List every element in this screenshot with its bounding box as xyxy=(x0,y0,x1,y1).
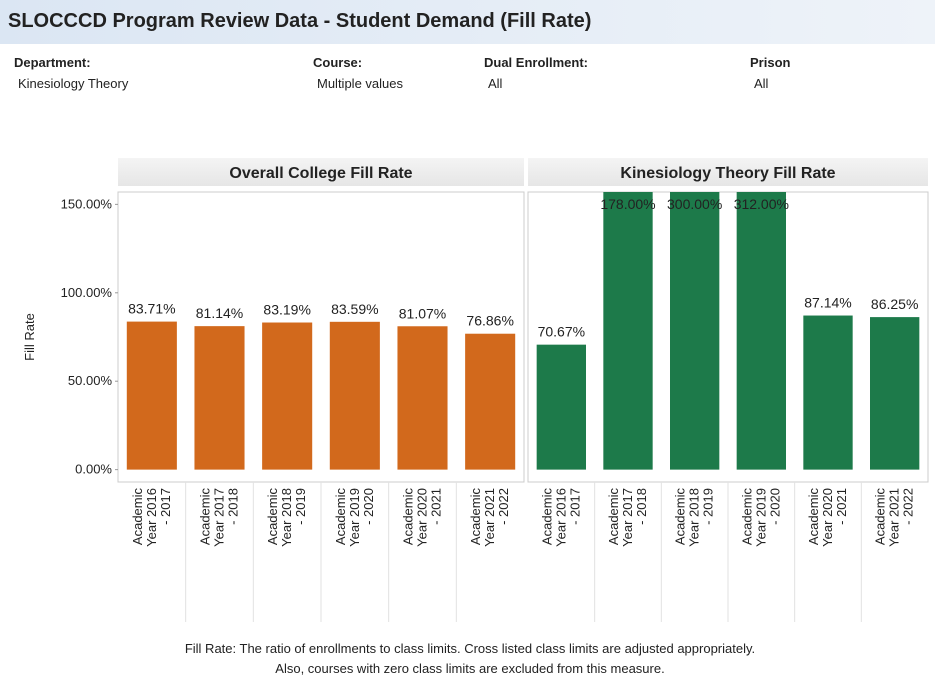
filter-value: All xyxy=(488,76,503,91)
chart-title: Kinesiology Theory Fill Rate xyxy=(620,165,835,182)
y-tick-label: 0.00% xyxy=(75,462,112,477)
bar xyxy=(126,321,177,470)
x-tick-label: AcademicYear 2021- 2022 xyxy=(873,488,916,547)
footer-note: Also, courses with zero class limits are… xyxy=(275,661,664,676)
value-label: 87.14% xyxy=(804,295,851,311)
x-tick-label: AcademicYear 2019- 2020 xyxy=(739,488,782,547)
page-title: SLOCCCD Program Review Data - Student De… xyxy=(8,10,591,32)
filter-value: Kinesiology Theory xyxy=(18,76,129,91)
value-label: 178.00% xyxy=(600,196,655,212)
bar xyxy=(194,326,245,470)
filter-label: Prison xyxy=(750,55,791,70)
x-tick-label: AcademicYear 2016- 2017 xyxy=(539,488,582,547)
value-label: 300.00% xyxy=(667,196,722,212)
chart-title: Overall College Fill Rate xyxy=(229,165,412,182)
x-tick-label: AcademicYear 2020- 2021 xyxy=(401,488,444,547)
x-tick-label: AcademicYear 2017- 2018 xyxy=(198,488,241,547)
bar xyxy=(397,326,448,470)
bar xyxy=(736,192,786,470)
value-label: 86.25% xyxy=(871,296,918,312)
header-bar xyxy=(0,0,935,44)
value-label: 83.71% xyxy=(128,301,175,317)
value-label: 83.59% xyxy=(331,301,378,317)
filter-label: Course: xyxy=(313,55,362,70)
bar xyxy=(803,315,853,470)
y-tick-label: 150.00% xyxy=(61,196,113,211)
bars xyxy=(536,192,920,470)
x-tick-label: AcademicYear 2020- 2021 xyxy=(806,488,849,547)
y-tick-label: 100.00% xyxy=(61,285,113,300)
x-tick-label: AcademicYear 2016- 2017 xyxy=(130,488,173,547)
x-tick-label: AcademicYear 2017- 2018 xyxy=(606,488,649,547)
filter-label: Dual Enrollment: xyxy=(484,55,588,70)
y-axis-label: Fill Rate xyxy=(22,313,37,361)
x-tick-label: AcademicYear 2019- 2020 xyxy=(333,488,376,547)
panel-frame xyxy=(117,191,525,483)
x-tick-label: AcademicYear 2018- 2019 xyxy=(673,488,716,547)
x-tick-label: AcademicYear 2021- 2022 xyxy=(468,487,511,546)
bars xyxy=(126,321,516,470)
chart-title-band xyxy=(118,158,524,186)
bar xyxy=(603,192,653,470)
bar xyxy=(670,192,720,470)
y-tick-label: 50.00% xyxy=(68,373,113,388)
bar xyxy=(329,321,380,470)
filter-value: All xyxy=(754,76,769,91)
value-label: 83.19% xyxy=(263,302,310,318)
filter-label: Department: xyxy=(14,55,91,70)
bar xyxy=(465,333,516,470)
value-label: 70.67% xyxy=(538,324,585,340)
bar xyxy=(262,322,313,470)
value-label: 76.86% xyxy=(466,313,513,329)
chart-title-band xyxy=(528,158,928,186)
filter-value: Multiple values xyxy=(317,76,403,91)
bar xyxy=(536,344,586,470)
value-label: 312.00% xyxy=(734,196,789,212)
footer-note: Fill Rate: The ratio of enrollments to c… xyxy=(185,641,755,656)
bar xyxy=(870,317,920,470)
value-label: 81.14% xyxy=(196,305,243,321)
x-tick-label: AcademicYear 2018- 2019 xyxy=(265,488,308,547)
value-label: 81.07% xyxy=(399,305,446,321)
panel-frame xyxy=(527,191,929,483)
